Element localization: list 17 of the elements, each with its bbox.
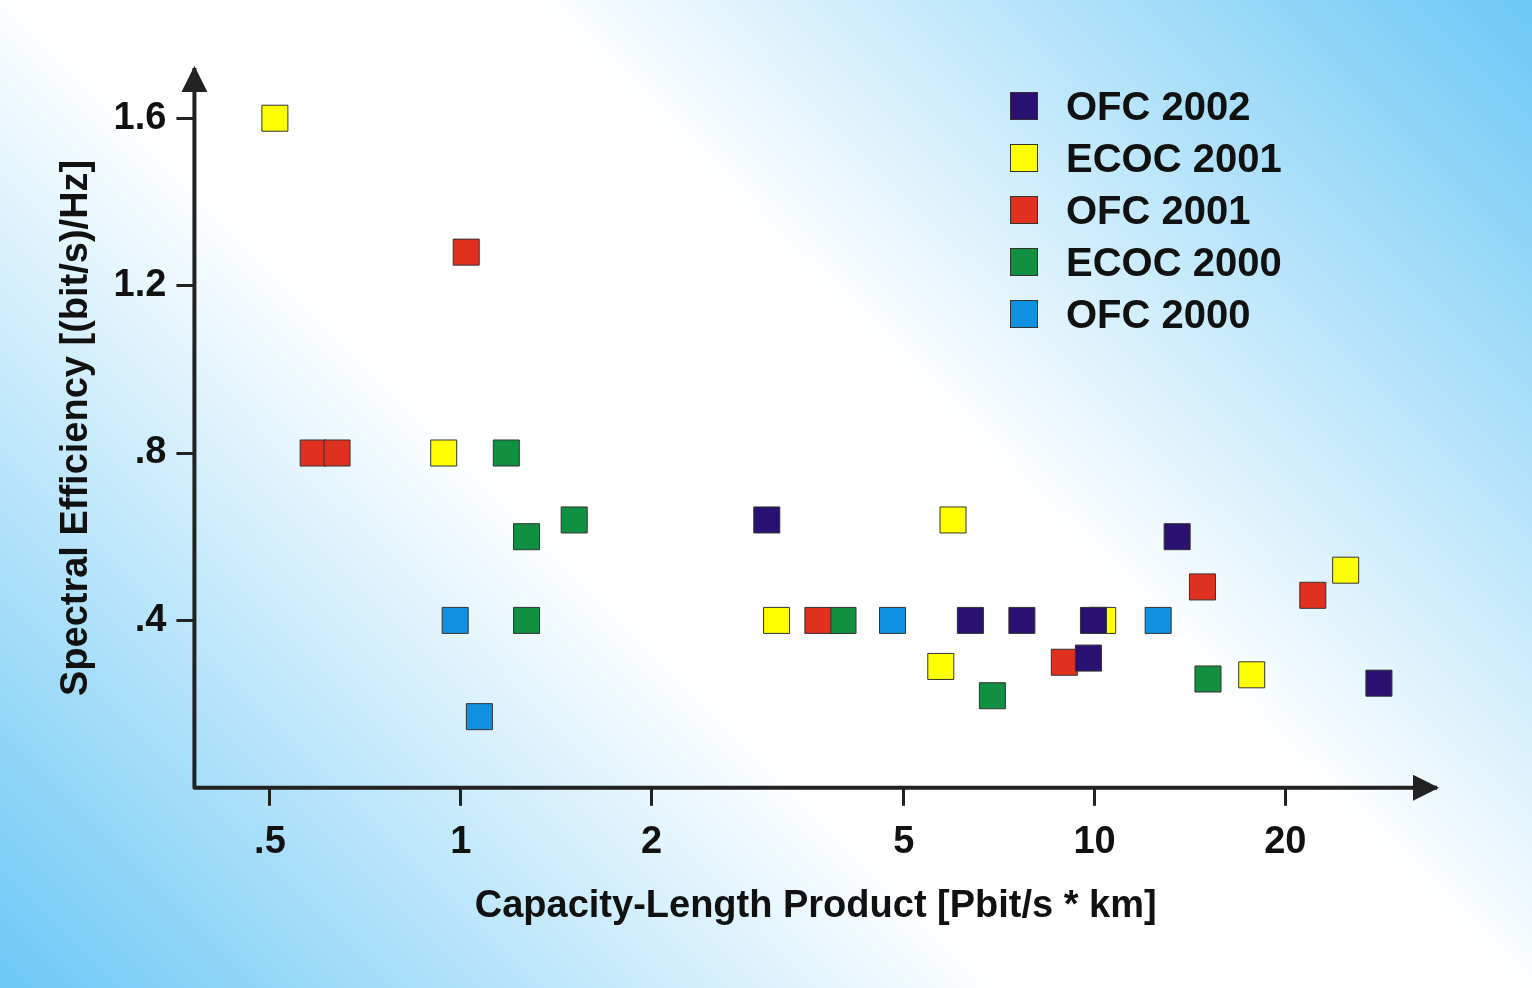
x-tick-label: 20 [1264,819,1307,862]
x-tick-label: 1 [450,819,472,862]
x-tick-label: .5 [254,819,286,862]
legend-label: ECOC 2001 [1066,135,1282,181]
legend-label: ECOC 2000 [1066,239,1282,285]
x-axis-title: Capacity-Length Product [Pbit/s * km] [474,882,1157,925]
y-tick-label: .4 [134,596,167,639]
x-tick-label: 5 [893,819,915,862]
x-tick-label: 10 [1073,819,1116,862]
y-tick-label: 1.2 [113,262,167,305]
legend-label: OFC 2000 [1066,291,1251,337]
y-axis-title: Spectral Efficiency [(bit/s)/Hz] [53,159,96,697]
y-tick-label: .8 [134,429,167,472]
legend-label: OFC 2002 [1066,83,1251,129]
x-tick-label: 2 [640,819,663,862]
y-tick-label: 1.6 [113,94,167,137]
legend-label: OFC 2001 [1066,187,1251,233]
